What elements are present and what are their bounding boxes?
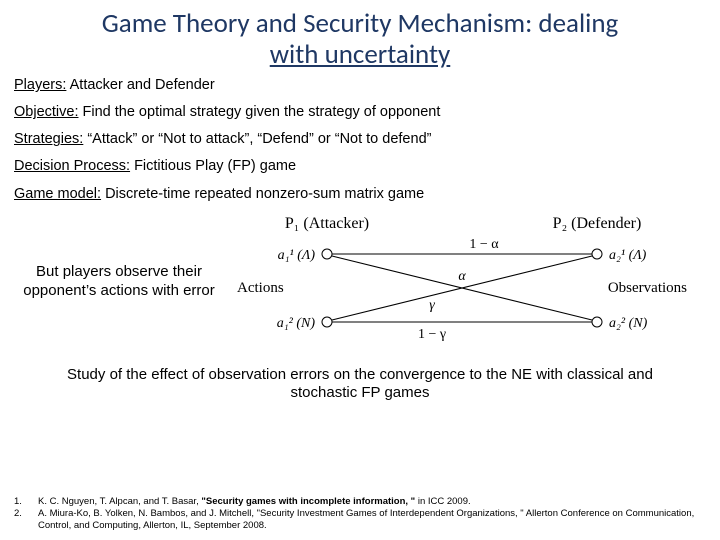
- title-line-2: with uncertainty: [270, 38, 451, 71]
- edge-label-top: 1 − α: [469, 237, 499, 252]
- edge-label-gamma: γ: [429, 298, 435, 313]
- node-a22-label: a₂² (N): [609, 316, 648, 331]
- node-a21-label: a₂¹ (Λ): [609, 248, 647, 263]
- bullet-label: Game model:: [14, 186, 101, 202]
- study-text: Study of the effect of observation error…: [44, 366, 676, 404]
- bullet-label: Objective:: [14, 104, 78, 120]
- references: 1. K. C. Nguyen, T. Alpcan, and T. Basar…: [14, 496, 706, 532]
- actions-label: Actions: [237, 280, 284, 296]
- node-a21: [592, 249, 602, 259]
- ref-num: 2.: [14, 508, 38, 532]
- slide: Game Theory and Security Mechanism: deal…: [0, 0, 720, 540]
- node-a22: [592, 317, 602, 327]
- node-a12: [322, 317, 332, 327]
- ref-bold: "Security games with incomplete informat…: [201, 496, 415, 507]
- ref-text: A. Miura-Ko, B. Yolken, N. Bambos, and J…: [38, 508, 706, 532]
- edge-label-bottom: 1 − γ: [418, 327, 446, 342]
- slide-title: Game Theory and Security Mechanism: deal…: [34, 8, 686, 70]
- bullet-text: “Attack” or “Not to attack”, “Defend” or…: [83, 131, 431, 147]
- diagram: P₁ (Attacker) P₂ (Defender) a₁¹ (Λ) Acti…: [232, 212, 706, 352]
- bullet-text: Discrete-time repeated nonzero-sum matri…: [101, 186, 424, 202]
- ref-suffix: in ICC 2009.: [415, 496, 470, 507]
- error-note: But players observe their opponent’s act…: [14, 263, 224, 301]
- node-a12-label: a₁² (N): [277, 316, 316, 331]
- edge-label-alpha: α: [458, 269, 466, 284]
- title-line-1: Game Theory and Security Mechanism: deal…: [102, 7, 619, 40]
- bullet-strategies: Strategies: “Attack” or “Not to attack”,…: [14, 130, 706, 148]
- ref-num: 1.: [14, 496, 38, 508]
- bullet-label: Strategies:: [14, 131, 83, 147]
- node-a11: [322, 249, 332, 259]
- ref-text: K. C. Nguyen, T. Alpcan, and T. Basar, "…: [38, 496, 706, 508]
- reference-2: 2. A. Miura-Ko, B. Yolken, N. Bambos, an…: [14, 508, 706, 532]
- bullet-label: Players:: [14, 77, 66, 93]
- bullet-game-model: Game model: Discrete-time repeated nonze…: [14, 185, 706, 203]
- observations-label: Observations: [608, 280, 687, 296]
- ref-prefix: K. C. Nguyen, T. Alpcan, and T. Basar,: [38, 496, 201, 507]
- p1-label: P₁ (Attacker): [285, 215, 369, 232]
- bullet-text: Find the optimal strategy given the stra…: [78, 104, 440, 120]
- bullet-decision-process: Decision Process: Fictitious Play (FP) g…: [14, 157, 706, 175]
- p2-label: P₂ (Defender): [553, 215, 642, 232]
- bullet-list: Players: Attacker and Defender Objective…: [14, 76, 706, 203]
- bullet-players: Players: Attacker and Defender: [14, 76, 706, 94]
- node-a11-label: a₁¹ (Λ): [278, 248, 316, 263]
- ref-prefix: A. Miura-Ko, B. Yolken, N. Bambos, and J…: [38, 508, 694, 531]
- bullet-text: Fictitious Play (FP) game: [130, 158, 296, 174]
- bullet-label: Decision Process:: [14, 158, 130, 174]
- bullet-objective: Objective: Find the optimal strategy giv…: [14, 103, 706, 121]
- reference-1: 1. K. C. Nguyen, T. Alpcan, and T. Basar…: [14, 496, 706, 508]
- bipartite-diagram: P₁ (Attacker) P₂ (Defender) a₁¹ (Λ) Acti…: [232, 212, 692, 347]
- mid-row: But players observe their opponent’s act…: [14, 212, 706, 352]
- bullet-text: Attacker and Defender: [66, 77, 214, 93]
